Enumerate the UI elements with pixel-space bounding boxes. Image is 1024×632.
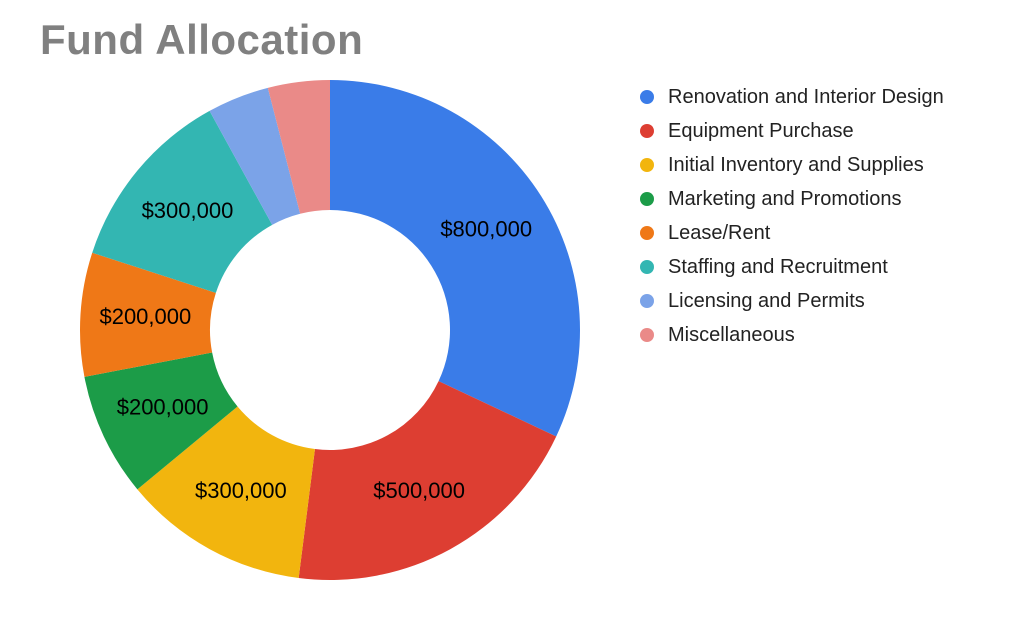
donut-slices — [80, 80, 580, 580]
legend-swatch — [640, 294, 654, 308]
legend: Renovation and Interior Design Equipment … — [640, 80, 1000, 352]
legend-label: Equipment Purchase — [668, 120, 854, 143]
legend-swatch — [640, 260, 654, 274]
legend-item: Initial Inventory and Supplies — [640, 148, 1000, 182]
donut-slice — [330, 80, 580, 436]
slice-value-label: $200,000 — [99, 304, 191, 329]
legend-swatch — [640, 124, 654, 138]
chart-title: Fund Allocation — [40, 16, 363, 64]
legend-item: Licensing and Permits — [640, 284, 1000, 318]
legend-item: Marketing and Promotions — [640, 182, 1000, 216]
slice-value-label: $800,000 — [440, 217, 532, 242]
legend-swatch — [640, 158, 654, 172]
legend-label: Miscellaneous — [668, 324, 795, 347]
slice-value-label: $300,000 — [142, 198, 234, 223]
legend-label: Renovation and Interior Design — [668, 86, 944, 109]
legend-label: Marketing and Promotions — [668, 188, 901, 211]
legend-item: Lease/Rent — [640, 216, 1000, 250]
slice-value-label: $200,000 — [117, 395, 209, 420]
legend-label: Licensing and Permits — [668, 290, 865, 313]
slice-value-label: $300,000 — [195, 478, 287, 503]
donut-svg: $800,000 $500,000 $300,000 $200,000 $200,000… — [60, 60, 600, 600]
chart-container: Fund Allocation $800,000 $500,000 $300,000… — [0, 0, 1024, 632]
legend-item: Renovation and Interior Design — [640, 80, 1000, 114]
legend-swatch — [640, 328, 654, 342]
legend-swatch — [640, 226, 654, 240]
legend-label: Staffing and Recruitment — [668, 256, 888, 279]
legend-item: Miscellaneous — [640, 318, 1000, 352]
legend-item: Equipment Purchase — [640, 114, 1000, 148]
legend-label: Initial Inventory and Supplies — [668, 154, 924, 177]
donut-chart: $800,000 $500,000 $300,000 $200,000 $200,000… — [60, 60, 600, 600]
legend-swatch — [640, 192, 654, 206]
legend-swatch — [640, 90, 654, 104]
legend-item: Staffing and Recruitment — [640, 250, 1000, 284]
slice-value-label: $500,000 — [373, 478, 465, 503]
legend-label: Lease/Rent — [668, 222, 770, 245]
